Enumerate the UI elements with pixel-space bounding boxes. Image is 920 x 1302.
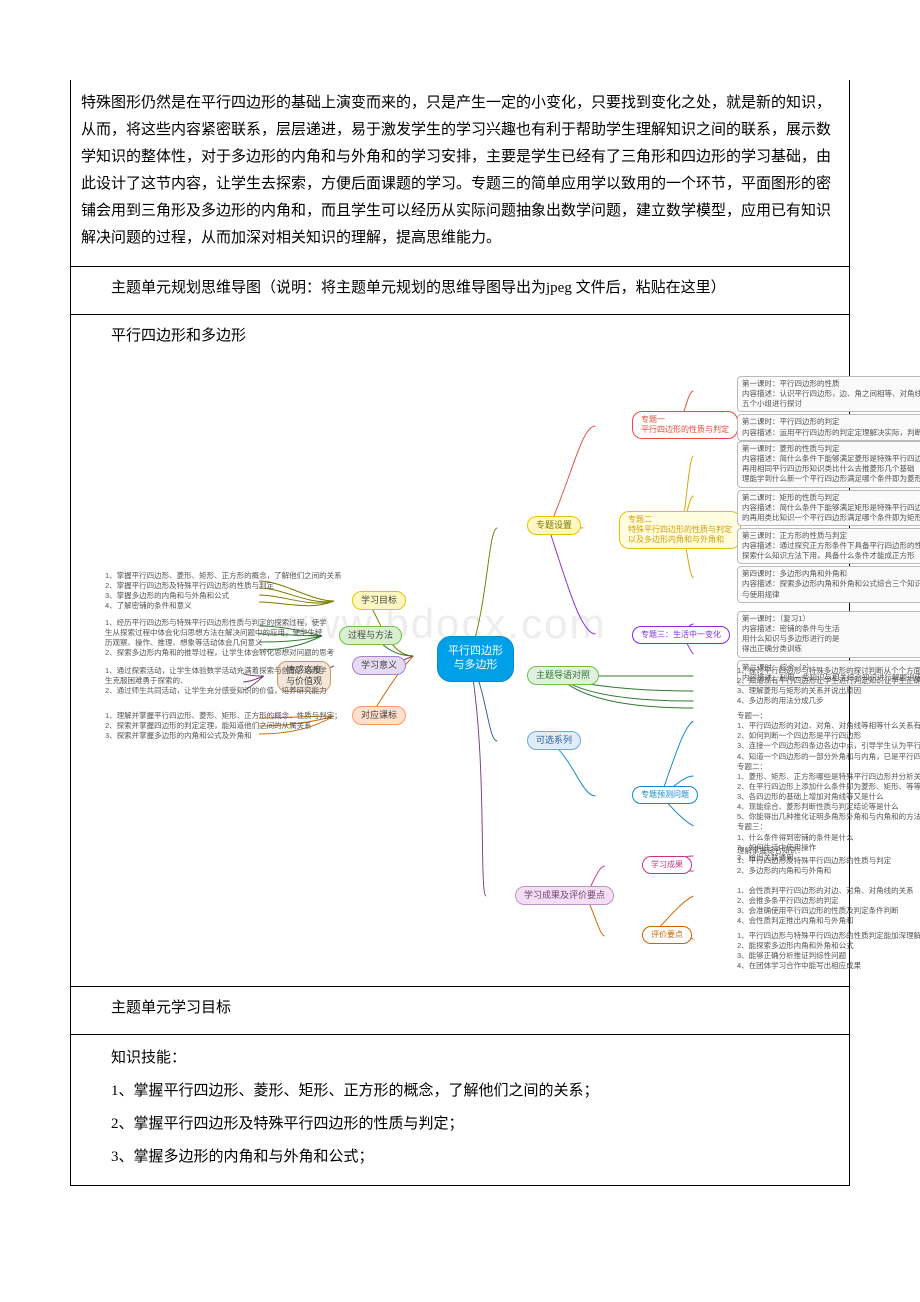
- mindmap-node: 评价要点: [642, 926, 692, 944]
- mindmap-node: 过程与方法: [339, 626, 402, 645]
- mindmap-center-node: 平行四边形与多边形: [437, 636, 514, 682]
- mindmap-leaf: 1、掌握平行四边形、菱形、矩形、正方形的概念，了解他们之间的关系2、掌握平行四边…: [105, 571, 342, 612]
- mindmap-leaf: 专题一：1、平行四边形的对边、对角、对角线等相等什么关系有各是什么2、如何判断一…: [737, 711, 920, 863]
- mindmap-node: 主题导语对照: [527, 666, 599, 685]
- mindmap-canvas: www.bdocx.com 平行四边形与多边形学习目标过程与方法学习意义对应课标…: [77, 356, 843, 976]
- mindmap-node: 专题设置: [527, 516, 581, 535]
- mindmap-caption-cell: 主题单元规划思维导图（说明：将主题单元规划的思维导图导出为jpeg 文件后，粘贴…: [71, 266, 849, 314]
- mindmap-node: 专题预测问题: [632, 786, 698, 804]
- mindmap-leaf: 1、探讨平行四边形与特殊多边形的探讨判断从个个方面得到2、知道现有平行四边形让学…: [737, 666, 920, 707]
- goals-body-cell: 知识技能： 1、掌握平行四边形、菱形、矩形、正方形的概念，了解他们之间的关系； …: [71, 1034, 849, 1185]
- mindmap-caption: 主题单元规划思维导图（说明：将主题单元规划的思维导图导出为jpeg 文件后，粘贴…: [81, 275, 839, 302]
- goals-sub: 知识技能：: [81, 1045, 839, 1072]
- mindmap-node: 专题一平行四边形的性质与判定: [632, 411, 738, 439]
- mindmap-node: 对应课标: [352, 706, 406, 725]
- document-frame: 特殊图形仍然是在平行四边形的基础上演变而来的，只是产生一定的小变化，只要找到变化…: [70, 80, 850, 1186]
- goals-heading: 主题单元学习目标: [81, 995, 839, 1022]
- mindmap-leaf: 1、通过探索活动，让学生体验数学活动充满着探索与创新，培养学生克服困难勇于探索的…: [105, 666, 327, 696]
- goals-heading-cell: 主题单元学习目标: [71, 986, 849, 1034]
- mindmap-leaf: 理解掌握综合知识：1、平行四边形及特殊平行四边形的性质与判定2、多边形的内角和与…: [737, 846, 891, 876]
- intro-text: 特殊图形仍然是在平行四边形的基础上演变而来的，只是产生一定的小变化，只要找到变化…: [81, 90, 839, 252]
- mindmap-node: 学习目标: [352, 591, 406, 610]
- mindmap-node: 学习意义: [352, 656, 406, 675]
- mindmap-leaf: 第一课时：菱形的性质与判定内容描述：简什么条件下能够满足菱形是特殊平行四边形的再…: [737, 441, 920, 605]
- mindmap-node: 学习成果及评价要点: [515, 886, 614, 905]
- mindmap-cell: 平行四边形和多边形 www.bdocx.com 平行四边形与多边形学习目标过程与…: [71, 314, 849, 986]
- mindmap-leaf: 1、理解并掌握平行四边形、菱形、矩形、正方形的概念、性质与判定；2、探索并掌握四…: [105, 711, 342, 741]
- mindmap-leaf: 1、经历平行四边形与特殊平行四边形性质与判定的探索过程，使学生从探索过程中体会化…: [105, 618, 334, 659]
- goal-3: 3、掌握多边形的内角和与外角和公式；: [81, 1144, 839, 1171]
- mindmap-node: 专题二特殊平行四边形的性质与判定以及多边形内角和与外角和: [619, 511, 741, 549]
- mindmap-leaf: 1、平行四边形与特殊平行四边形的性质判定能加深理解2、能探索多边形内角和外角和公…: [737, 931, 920, 972]
- mindmap-title: 平行四边形和多边形: [81, 323, 843, 350]
- goal-2: 2、掌握平行四边形及特殊平行四边形的性质与判定；: [81, 1111, 839, 1138]
- mindmap-node: 可选系列: [527, 731, 581, 750]
- mindmap-node: 学习成果: [642, 856, 692, 874]
- goal-1: 1、掌握平行四边形、菱形、矩形、正方形的概念，了解他们之间的关系；: [81, 1078, 839, 1105]
- mindmap-leaf: 1、会性质判平行四边形的对边、对角、对角线的关系2、会推多条平行四边形的判定3、…: [737, 886, 914, 927]
- mindmap-leaf: 第一课时：平行四边形的性质内容描述：认识平行四边形，边、角之间相等、对角线五个小…: [737, 376, 920, 443]
- intro-cell: 特殊图形仍然是在平行四边形的基础上演变而来的，只是产生一定的小变化，只要找到变化…: [71, 80, 849, 266]
- mindmap-node: 专题三：生活中一变化: [632, 626, 730, 644]
